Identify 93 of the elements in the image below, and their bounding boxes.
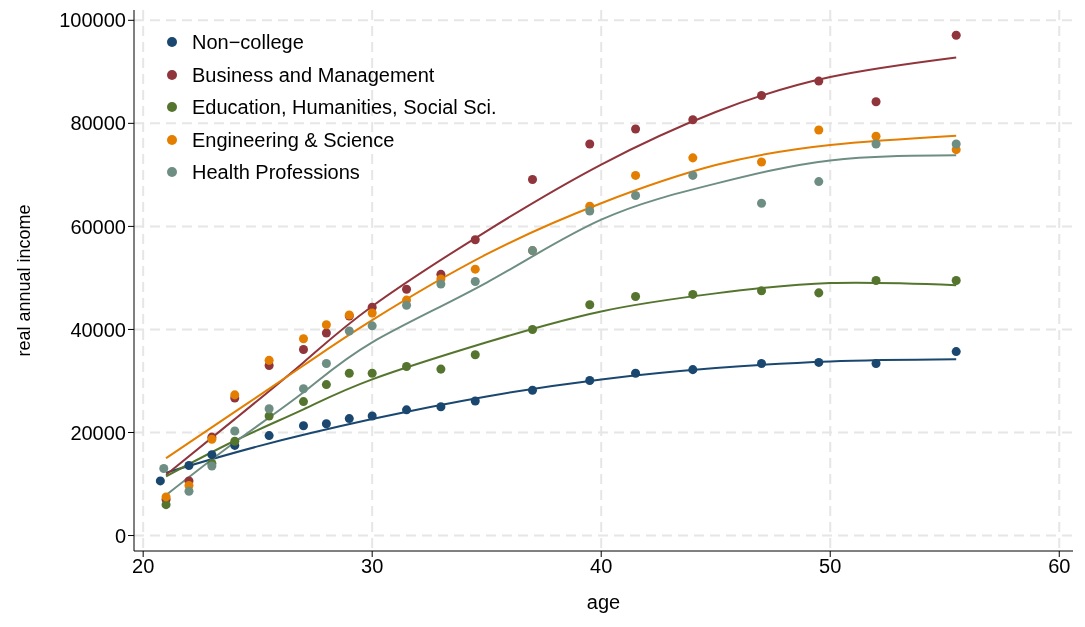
point xyxy=(436,364,446,374)
point xyxy=(951,30,961,40)
legend-label: Engineering & Science xyxy=(192,127,395,153)
point xyxy=(367,308,377,318)
legend-label: Non−college xyxy=(192,30,304,55)
y-tick-label: 60000 xyxy=(70,215,126,238)
x-tick-label: 30 xyxy=(361,555,384,578)
point xyxy=(344,414,354,424)
point xyxy=(631,190,641,200)
point xyxy=(264,355,274,365)
point xyxy=(402,405,412,415)
point xyxy=(951,275,961,286)
point xyxy=(321,419,331,429)
x-tick-label: 40 xyxy=(590,555,613,578)
point xyxy=(631,170,641,180)
point xyxy=(264,404,274,414)
y-tick-label: 40000 xyxy=(70,318,126,341)
point xyxy=(814,357,824,367)
point xyxy=(814,288,824,298)
point xyxy=(470,350,480,360)
point xyxy=(631,368,641,378)
point xyxy=(344,368,354,378)
point xyxy=(155,476,165,486)
point xyxy=(527,175,538,185)
point xyxy=(757,358,767,368)
point xyxy=(264,431,274,441)
point xyxy=(871,97,881,107)
x-tick-label: 60 xyxy=(1048,555,1071,578)
point xyxy=(757,157,767,167)
point xyxy=(230,426,240,436)
point xyxy=(321,328,331,338)
y-tick-label: 20000 xyxy=(70,421,126,444)
x-tick-label: 20 xyxy=(132,555,155,578)
point xyxy=(436,279,446,289)
point xyxy=(321,320,331,330)
point xyxy=(814,177,824,187)
point xyxy=(527,385,538,395)
point xyxy=(585,300,595,310)
point xyxy=(585,139,595,149)
point xyxy=(298,334,308,344)
point xyxy=(184,486,194,496)
point xyxy=(871,139,881,149)
x-axis-title: age xyxy=(586,591,621,613)
point xyxy=(688,365,698,375)
point xyxy=(688,289,698,299)
point xyxy=(402,362,412,372)
y-tick-label: 100000 xyxy=(59,9,126,32)
point xyxy=(470,235,480,245)
point xyxy=(470,277,480,287)
point xyxy=(688,170,698,180)
legend-label: Business and Management xyxy=(192,62,435,88)
point xyxy=(207,450,217,460)
point xyxy=(367,411,377,421)
point xyxy=(159,464,169,474)
point xyxy=(321,358,331,368)
point xyxy=(585,375,595,385)
point xyxy=(230,436,240,446)
point xyxy=(298,397,308,407)
legend-label: Education, Humanities, Social Sci. xyxy=(192,95,497,120)
point xyxy=(688,115,698,125)
point xyxy=(470,264,480,274)
point xyxy=(814,125,824,135)
point xyxy=(367,321,377,331)
point xyxy=(298,384,308,394)
x-tick-label: 50 xyxy=(819,555,842,578)
point xyxy=(631,291,641,301)
point xyxy=(321,380,331,390)
point xyxy=(757,91,767,101)
y-axis-title: real annual income xyxy=(14,204,35,357)
point xyxy=(757,198,767,208)
point xyxy=(871,358,881,368)
point xyxy=(402,284,412,294)
point xyxy=(344,326,354,336)
point xyxy=(631,124,641,134)
legend-label: Health Professions xyxy=(192,160,360,185)
point xyxy=(871,275,881,286)
point xyxy=(470,396,480,406)
point xyxy=(527,324,538,334)
point xyxy=(757,286,767,296)
point xyxy=(585,206,595,216)
point xyxy=(951,139,961,149)
point xyxy=(951,347,961,357)
point xyxy=(298,345,308,355)
y-tick-label: 80000 xyxy=(70,112,126,135)
point xyxy=(688,153,698,163)
point xyxy=(402,300,412,310)
point xyxy=(436,402,446,412)
point xyxy=(367,368,377,378)
point xyxy=(814,76,824,86)
line-series xyxy=(165,134,958,460)
point xyxy=(184,460,194,470)
point xyxy=(298,421,308,431)
y-tick-label: 0 xyxy=(114,524,126,547)
